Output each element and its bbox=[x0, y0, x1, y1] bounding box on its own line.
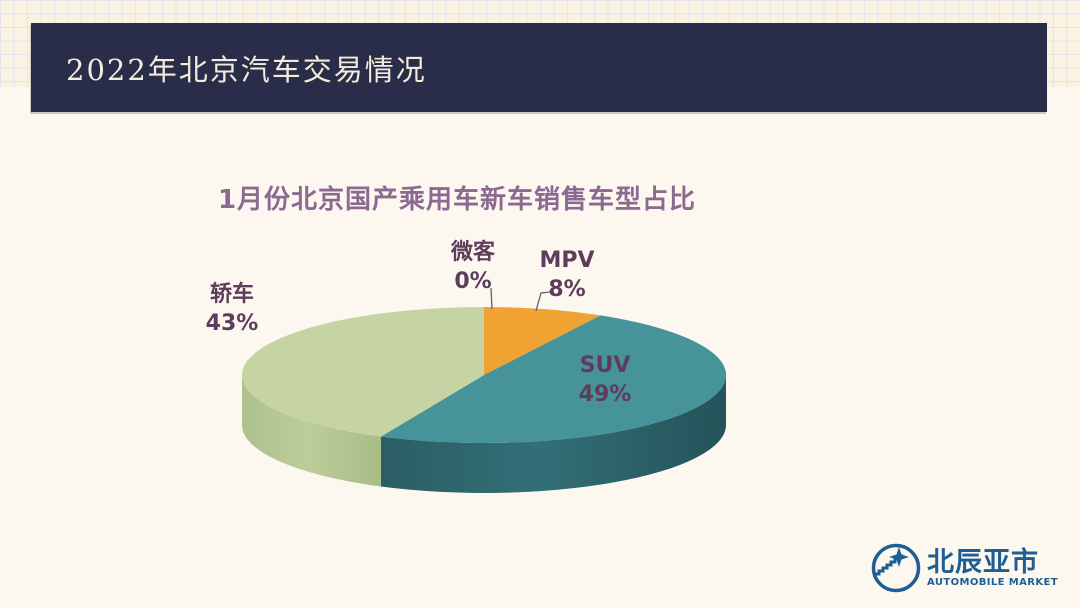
pie-side-SUV bbox=[380, 375, 727, 494]
pie-label-mpv-pct: 8% bbox=[548, 277, 586, 302]
logo: 北辰亚市 AUTOMOBILE MARKET bbox=[870, 542, 1058, 594]
chart-title: 1月份北京国产乘用车新车销售车型占比 bbox=[217, 185, 697, 215]
logo-name: 北辰亚市 bbox=[927, 547, 1039, 578]
pie-label-suv: SUV 49% bbox=[535, 351, 675, 409]
logo-text: 北辰亚市 AUTOMOBILE MARKET bbox=[927, 548, 1058, 588]
logo-subtitle: AUTOMOBILE MARKET bbox=[927, 577, 1058, 588]
pie-label-mpv: MPV 8% bbox=[497, 246, 637, 304]
pie-slice-MPV bbox=[484, 307, 601, 375]
pie-slices bbox=[241, 307, 727, 494]
leader-line-mpv bbox=[535, 291, 551, 312]
pie-slice-SUV bbox=[380, 315, 727, 444]
pie-label-weike-name: 微客 bbox=[450, 240, 495, 265]
pie-label-suv-pct: 49% bbox=[578, 382, 632, 407]
header-title: 2022年北京汽车交易情况 bbox=[66, 52, 427, 87]
header-bar: 2022年北京汽车交易情况 bbox=[31, 23, 1047, 112]
pie-label-mpv-name: MPV bbox=[539, 248, 595, 273]
pie-label-jiaoche-name: 轿车 bbox=[209, 282, 254, 307]
pie-label-suv-name: SUV bbox=[579, 353, 631, 378]
pie-side-轿车 bbox=[241, 375, 381, 487]
leader-line-weike bbox=[490, 287, 493, 310]
pie-label-jiaoche: 轿车 43% bbox=[162, 280, 302, 338]
pie-label-jiaoche-pct: 43% bbox=[205, 311, 259, 336]
logo-emblem-icon bbox=[871, 543, 921, 593]
pie-label-weike: 微客 0% bbox=[403, 238, 543, 296]
pie-slice-轿车 bbox=[241, 307, 484, 437]
pie-label-weike-pct: 0% bbox=[454, 269, 492, 294]
